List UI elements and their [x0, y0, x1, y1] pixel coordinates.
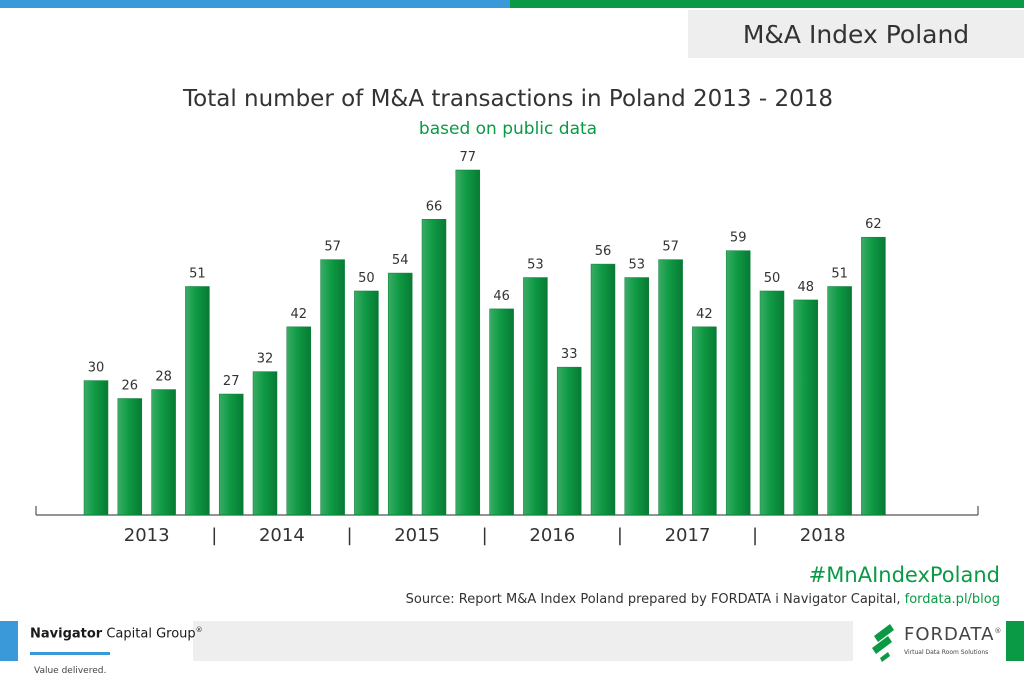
bar	[523, 277, 548, 516]
bar	[117, 398, 143, 516]
bar	[658, 259, 683, 516]
source-link[interactable]: fordata.pl/blog	[904, 592, 1000, 607]
x-tick-label: 2017	[665, 525, 711, 546]
bar-value-label: 53	[629, 258, 646, 273]
bar-value-label: 28	[155, 370, 172, 385]
bar-value-label: 42	[696, 307, 713, 322]
footer-strip-green	[1006, 621, 1024, 661]
fordata-logo-tagline: Virtual Data Room Solutions	[904, 649, 989, 656]
fordata-mark-icon	[872, 624, 894, 662]
bar	[455, 169, 481, 516]
bar-value-label: 66	[426, 199, 443, 214]
bar-value-label: 30	[88, 361, 105, 376]
bar	[286, 326, 312, 516]
bar	[252, 371, 278, 516]
x-tick-label: 2013	[124, 525, 170, 546]
bar	[421, 219, 447, 516]
year-separator: |	[617, 525, 623, 546]
navigator-logo-tagline: Value delivered.	[34, 665, 107, 676]
bar-value-label: 77	[460, 150, 477, 165]
bar-chart: 30 26 28 51 27 32 42 57 50 54 66 77 46 53 33 56 53 57 42 59…	[35, 150, 979, 546]
bar	[83, 380, 109, 516]
bar-value-label: 62	[865, 217, 882, 232]
bar-value-label: 59	[730, 231, 747, 246]
year-separator: |	[211, 525, 217, 546]
x-tick-label: 2016	[529, 525, 575, 546]
hashtag: #MnAIndexPoland	[808, 563, 1000, 587]
source-note: Source: Report M&A Index Poland prepared…	[406, 592, 1000, 607]
bar-value-label: 57	[662, 240, 679, 255]
x-tick-label: 2014	[259, 525, 305, 546]
year-separator: |	[752, 525, 758, 546]
bar-value-label: 42	[291, 307, 308, 322]
bar-value-label: 48	[798, 280, 815, 295]
source-text: Source: Report M&A Index Poland prepared…	[405, 592, 901, 607]
bar	[793, 299, 819, 516]
bar-value-label: 54	[392, 253, 409, 268]
bar-value-label: 51	[831, 266, 848, 281]
bar-value-label: 26	[122, 379, 139, 394]
bar	[590, 263, 616, 516]
bar	[218, 393, 244, 516]
x-tick-label: 2015	[394, 525, 440, 546]
bar-value-label: 27	[223, 374, 240, 389]
bar-value-label: 53	[527, 258, 544, 273]
bar	[624, 277, 650, 516]
bar	[387, 272, 413, 516]
navigator-logo-name: Navigator Capital Group®	[30, 626, 203, 642]
bar-value-label: 50	[358, 271, 375, 286]
bar	[489, 308, 514, 516]
navigator-capital-logo: Navigator Capital Group® Value delivered…	[30, 626, 203, 676]
navigator-logo-underline	[30, 651, 110, 655]
top-bar-green	[510, 0, 1024, 8]
year-separator: |	[482, 525, 488, 546]
bar	[320, 259, 345, 516]
bar	[151, 389, 176, 516]
chart-subtitle: based on public data	[418, 119, 598, 139]
bar	[861, 236, 886, 516]
bar	[759, 290, 785, 516]
bar-value-label: 32	[257, 352, 274, 367]
report-badge: M&A Index Poland	[688, 10, 1024, 58]
bar	[354, 290, 379, 516]
bar-value-label: 50	[764, 271, 781, 286]
footer-band	[193, 621, 853, 661]
bar	[725, 250, 751, 516]
footer-strip-blue	[0, 621, 18, 661]
bar	[827, 286, 852, 516]
x-tick-label: 2018	[800, 525, 846, 546]
bar-value-label: 33	[561, 347, 578, 362]
bar	[556, 366, 582, 516]
bar-value-label: 57	[324, 240, 341, 255]
top-bar-blue	[0, 0, 510, 8]
fordata-logo-name: FORDATA®	[904, 624, 1003, 645]
bar	[185, 286, 210, 516]
year-separator: |	[346, 525, 352, 546]
bar-value-label: 46	[493, 289, 510, 304]
chart-title: Total number of M&A transactions in Pola…	[183, 86, 833, 112]
bar-value-label: 51	[189, 266, 206, 281]
bar	[692, 326, 717, 516]
bar-value-label: 56	[595, 244, 612, 259]
fordata-logo: FORDATA® Virtual Data Room Solutions	[868, 620, 1004, 664]
